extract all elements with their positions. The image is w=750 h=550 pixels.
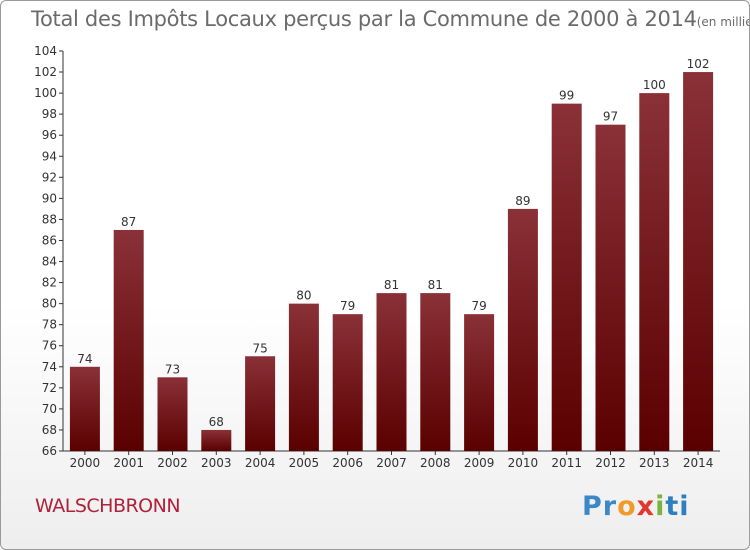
chart-axes: 66 68 70 72 74 76 78 80 82 84 86 88 90 92 94 96 98 100 102… (34, 44, 720, 458)
x-tick-label: 2007 (376, 456, 407, 470)
x-tick-label: 2004 (245, 456, 276, 470)
bar-2008 (420, 293, 451, 451)
y-tick-label: 102 (34, 65, 57, 79)
chart-title: Total des Impôts Locaux perçus par la Co… (31, 7, 749, 31)
logo-part-4: i (655, 491, 666, 522)
bar-2007 (376, 293, 407, 451)
value-label-2014: 102 (687, 57, 710, 71)
logo-part-2: o (617, 491, 637, 522)
x-tick-label: 2013 (639, 456, 670, 470)
x-tick-label: 2009 (464, 456, 495, 470)
value-label-2009: 79 (471, 299, 486, 313)
y-tick-label: 86 (42, 233, 57, 247)
value-label-2008: 81 (428, 278, 443, 292)
bar-2004 (245, 356, 276, 451)
x-tick-label: 2001 (113, 456, 144, 470)
bar-2009 (464, 314, 495, 451)
value-label-2000: 74 (77, 352, 92, 366)
y-tick-label: 98 (42, 107, 57, 121)
bar-2003 (201, 429, 232, 451)
value-label-2007: 81 (384, 278, 399, 292)
chart-bars (69, 72, 714, 452)
y-tick-label: 92 (42, 170, 57, 184)
chart-labels: 2000 74 2001 87 2002 73 2003 68 2004 75 2005 80 2006… (70, 57, 714, 470)
commune-name: WALSCHBRONN (35, 495, 181, 517)
value-label-2002: 73 (165, 362, 180, 376)
y-tick-label: 74 (42, 360, 57, 374)
x-tick-label: 2010 (508, 456, 539, 470)
value-label-2004: 75 (252, 341, 267, 355)
x-tick-label: 2003 (201, 456, 232, 470)
bar-2006 (332, 314, 363, 451)
x-tick-label: 2006 (332, 456, 363, 470)
bar-2002 (157, 377, 188, 451)
logo-part-5: ti (665, 491, 690, 522)
chart-title-unit: (en milliers d'€) (696, 15, 749, 29)
bar-2012 (595, 124, 626, 452)
bar-2001 (113, 229, 144, 451)
bar-2005 (288, 303, 319, 451)
value-label-2005: 80 (296, 289, 311, 303)
chart-title-text: Total des Impôts Locaux perçus par la Co… (31, 7, 697, 31)
y-tick-label: 68 (42, 423, 57, 437)
y-tick-label: 90 (42, 191, 57, 205)
x-tick-label: 2011 (551, 456, 582, 470)
value-label-2010: 89 (515, 194, 530, 208)
bar-2000 (69, 366, 100, 451)
x-tick-label: 2008 (420, 456, 451, 470)
y-tick-label: 84 (42, 255, 57, 269)
y-tick-label: 76 (42, 339, 57, 353)
y-tick-label: 66 (42, 444, 57, 458)
value-label-2012: 97 (603, 110, 618, 124)
logo-part-1: Pr (582, 491, 618, 522)
y-tick-label: 72 (42, 381, 57, 395)
x-tick-label: 2000 (70, 456, 101, 470)
value-label-2001: 87 (121, 215, 136, 229)
y-tick-label: 78 (42, 318, 57, 332)
value-label-2003: 68 (209, 415, 224, 429)
x-tick-label: 2005 (289, 456, 320, 470)
value-label-2011: 99 (559, 89, 574, 103)
bar-2013 (639, 93, 670, 452)
bar-2014 (683, 72, 714, 451)
y-tick-label: 94 (42, 149, 57, 163)
y-tick-label: 88 (42, 212, 57, 226)
value-label-2013: 100 (643, 78, 666, 92)
x-tick-label: 2012 (595, 456, 626, 470)
bar-2010 (507, 208, 538, 451)
y-tick-label: 96 (42, 128, 57, 142)
y-tick-label: 80 (42, 297, 57, 311)
x-tick-label: 2014 (683, 456, 714, 470)
logo-part-3: x (636, 491, 656, 522)
y-tick-label: 82 (42, 276, 57, 290)
y-tick-label: 100 (34, 86, 57, 100)
value-label-2006: 79 (340, 299, 355, 313)
x-tick-label: 2002 (157, 456, 188, 470)
proxiti-logo: Proxiti (582, 491, 690, 522)
y-tick-label: 104 (34, 44, 57, 58)
y-tick-label: 70 (42, 402, 57, 416)
bar-2011 (551, 103, 582, 451)
